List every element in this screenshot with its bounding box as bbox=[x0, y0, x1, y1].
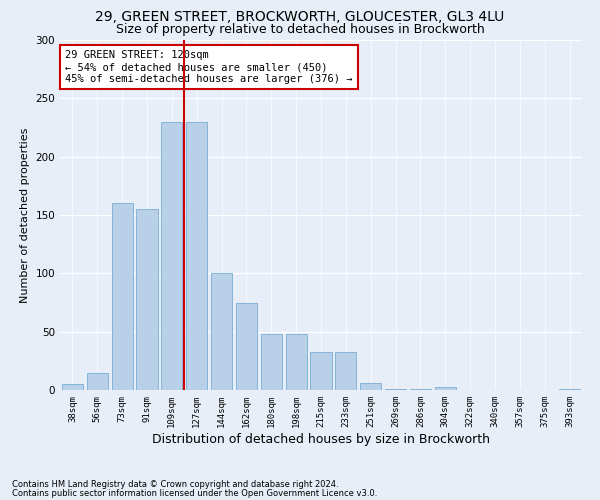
Text: Size of property relative to detached houses in Brockworth: Size of property relative to detached ho… bbox=[116, 22, 484, 36]
Bar bbox=[360, 383, 381, 390]
Text: 29 GREEN STREET: 120sqm
← 54% of detached houses are smaller (450)
45% of semi-d: 29 GREEN STREET: 120sqm ← 54% of detache… bbox=[65, 50, 353, 84]
Bar bbox=[87, 372, 108, 390]
Bar bbox=[310, 352, 332, 390]
Bar bbox=[261, 334, 282, 390]
Bar bbox=[161, 122, 182, 390]
Bar bbox=[435, 386, 456, 390]
Bar bbox=[211, 274, 232, 390]
Y-axis label: Number of detached properties: Number of detached properties bbox=[20, 128, 30, 302]
Text: Contains HM Land Registry data © Crown copyright and database right 2024.: Contains HM Land Registry data © Crown c… bbox=[12, 480, 338, 489]
Bar bbox=[62, 384, 83, 390]
Bar bbox=[385, 389, 406, 390]
Text: Contains public sector information licensed under the Open Government Licence v3: Contains public sector information licen… bbox=[12, 488, 377, 498]
X-axis label: Distribution of detached houses by size in Brockworth: Distribution of detached houses by size … bbox=[152, 432, 490, 446]
Bar bbox=[236, 302, 257, 390]
Text: 29, GREEN STREET, BROCKWORTH, GLOUCESTER, GL3 4LU: 29, GREEN STREET, BROCKWORTH, GLOUCESTER… bbox=[95, 10, 505, 24]
Bar bbox=[112, 204, 133, 390]
Bar bbox=[335, 352, 356, 390]
Bar bbox=[559, 389, 580, 390]
Bar bbox=[286, 334, 307, 390]
Bar bbox=[186, 122, 207, 390]
Bar bbox=[410, 389, 431, 390]
Bar bbox=[136, 209, 158, 390]
